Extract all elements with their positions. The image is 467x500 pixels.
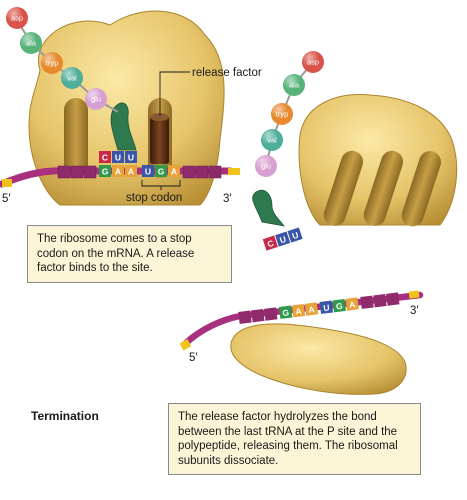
svg-text:glu: glu — [261, 162, 271, 171]
caption-step-1: The ribosome comes to a stop codon on th… — [27, 225, 232, 283]
stop-codon-base-2: G — [158, 167, 165, 177]
svg-text:asp: asp — [307, 58, 319, 67]
three-prime-label-right: 3′ — [410, 305, 419, 317]
amino-acid-ala-right: ala — [283, 74, 305, 96]
polypeptide-released: asp ala tryp val glu — [255, 51, 324, 177]
released-stop-codon-base-1: U — [323, 302, 330, 313]
amino-acid-ala-left: ala — [20, 32, 42, 54]
three-prime-label-left: 3′ — [223, 193, 232, 205]
five-prime-label-right: 5′ — [189, 352, 198, 364]
release-factor-pointer — [159, 71, 190, 116]
svg-text:tryp: tryp — [276, 110, 289, 119]
section-title: Termination — [31, 409, 99, 423]
mrna-released: G A A U G A — [179, 290, 424, 351]
five-prime-label-left: 5′ — [2, 193, 11, 205]
released-p-codon-base-2: A — [295, 306, 302, 317]
amino-acid-val-left: val — [61, 67, 83, 89]
amino-acid-tryp-right: tryp — [271, 103, 293, 125]
released-anticodon-base-2: U — [278, 234, 287, 245]
svg-text:glu: glu — [91, 95, 101, 104]
anticodon-base-2: U — [115, 153, 121, 163]
svg-text:val: val — [267, 136, 277, 145]
amino-acid-val-right: val — [261, 129, 283, 151]
stop-codon-base-3: A — [171, 167, 177, 177]
p-codon-base-3: A — [128, 167, 134, 177]
small-subunit-released — [230, 323, 407, 395]
amino-acid-glu-right: glu — [255, 155, 277, 177]
p-codon-base-1: G — [102, 167, 109, 177]
trna-p-site — [110, 102, 137, 151]
caption-step-2: The release factor hydrolyzes the bond b… — [168, 403, 421, 475]
stop-codon-left: U G A — [142, 165, 180, 177]
released-p-codon-base-1: G — [282, 307, 290, 318]
released-p-codon-base-3: A — [308, 304, 315, 315]
anticodon-base-3: U — [128, 153, 134, 163]
svg-text:tryp: tryp — [46, 59, 59, 68]
stop-codon-base-1: U — [145, 167, 151, 177]
polypeptide-left: asp ala tryp val glu — [6, 7, 119, 113]
large-subunit-released — [298, 94, 458, 227]
amino-acid-asp-right: asp — [302, 51, 324, 73]
anticodon-left: C U U — [99, 151, 137, 163]
caption-step-1-text: The ribosome comes to a stop codon on th… — [37, 233, 195, 274]
release-factor-label: release factor — [192, 67, 262, 79]
anticodon-base-1: C — [102, 153, 108, 163]
amino-acid-glu-left: glu — [85, 88, 107, 110]
svg-text:ala: ala — [289, 81, 300, 90]
released-stop-codon-base-3: A — [349, 299, 356, 310]
stop-codon-label: stop codon — [126, 192, 182, 204]
p-codon-base-2: A — [115, 167, 121, 177]
p-site-codon-left: G A A — [99, 165, 137, 177]
released-anticodon-base-1: C — [266, 238, 275, 249]
svg-text:ala: ala — [26, 39, 37, 48]
released-stop-codon-base-2: G — [335, 301, 343, 312]
ribosome-e-tunnel — [64, 98, 88, 178]
release-factor-left — [150, 116, 169, 164]
mrna-left — [0, 165, 240, 188]
released-anticodon-base-3: U — [291, 230, 300, 241]
caption-step-2-text: The release factor hydrolyzes the bond b… — [178, 411, 398, 467]
stop-codon-bracket — [141, 180, 181, 190]
trna-released: C U U — [252, 189, 303, 251]
amino-acid-tryp-left: tryp — [41, 52, 63, 74]
svg-text:val: val — [67, 74, 77, 83]
amino-acid-asp-left: asp — [6, 7, 28, 29]
svg-text:asp: asp — [11, 14, 23, 23]
